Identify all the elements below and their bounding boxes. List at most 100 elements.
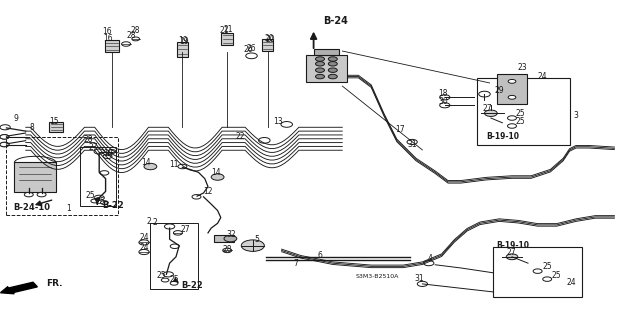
Text: 10: 10 <box>102 149 113 158</box>
Text: 6: 6 <box>317 251 323 260</box>
Circle shape <box>328 62 337 66</box>
Text: 15: 15 <box>49 117 60 126</box>
Circle shape <box>417 281 428 286</box>
Bar <box>477 78 570 145</box>
Text: 22: 22 <box>236 132 244 141</box>
Text: 27: 27 <box>180 225 190 234</box>
Bar <box>214 235 234 242</box>
Circle shape <box>108 150 116 153</box>
Bar <box>493 247 582 297</box>
Text: 8: 8 <box>29 123 35 132</box>
Circle shape <box>178 164 187 169</box>
Text: 25: 25 <box>157 271 166 280</box>
Circle shape <box>37 192 46 197</box>
Circle shape <box>508 79 516 83</box>
Text: 14: 14 <box>141 158 151 167</box>
Text: 24: 24 <box>140 233 149 242</box>
Text: 18: 18 <box>438 89 448 98</box>
Text: B-24-10: B-24-10 <box>13 203 50 212</box>
Bar <box>49 122 63 132</box>
Bar <box>6 137 118 215</box>
Text: 25: 25 <box>96 197 106 206</box>
Text: 25: 25 <box>516 109 525 118</box>
Circle shape <box>0 142 9 147</box>
Circle shape <box>192 195 201 199</box>
Circle shape <box>0 135 9 139</box>
Text: 27: 27 <box>88 143 98 152</box>
Text: 26: 26 <box>243 45 253 54</box>
Text: 2: 2 <box>152 218 157 227</box>
Circle shape <box>170 281 178 285</box>
Text: 27: 27 <box>483 104 492 113</box>
Text: 24: 24 <box>566 278 576 286</box>
Text: 30: 30 <box>438 97 448 106</box>
Text: 27: 27 <box>507 248 516 256</box>
Circle shape <box>328 74 337 79</box>
Circle shape <box>440 103 450 108</box>
Circle shape <box>100 171 109 175</box>
Text: 20: 20 <box>265 33 275 42</box>
Text: FR.: FR. <box>46 279 63 288</box>
Circle shape <box>328 68 337 72</box>
Circle shape <box>328 57 337 61</box>
Circle shape <box>0 125 10 130</box>
Text: 26: 26 <box>246 44 256 53</box>
Circle shape <box>0 135 9 139</box>
Circle shape <box>316 57 324 61</box>
Text: 25: 25 <box>552 271 561 279</box>
Text: 25: 25 <box>170 275 179 284</box>
FancyArrow shape <box>1 282 37 294</box>
Circle shape <box>281 122 292 127</box>
Circle shape <box>241 240 264 251</box>
Text: 28: 28 <box>83 135 93 144</box>
Text: S3M3-B2510A: S3M3-B2510A <box>356 274 399 279</box>
Circle shape <box>100 201 108 204</box>
Circle shape <box>508 124 516 128</box>
Text: 21: 21 <box>223 25 233 34</box>
Circle shape <box>316 74 324 79</box>
Text: 28: 28 <box>223 245 232 254</box>
Circle shape <box>424 261 434 266</box>
Text: 9: 9 <box>13 114 19 123</box>
Circle shape <box>508 95 516 99</box>
Text: 14: 14 <box>211 168 221 177</box>
Bar <box>150 223 198 289</box>
Circle shape <box>139 249 149 255</box>
Text: B-19-10: B-19-10 <box>486 132 520 141</box>
Text: 16: 16 <box>102 27 112 36</box>
Text: 11: 11 <box>170 160 179 169</box>
Circle shape <box>132 37 140 41</box>
Circle shape <box>479 91 490 97</box>
Circle shape <box>440 95 450 100</box>
Text: B-22: B-22 <box>181 281 203 290</box>
Text: 28: 28 <box>127 31 136 40</box>
Circle shape <box>543 277 552 281</box>
Text: 19: 19 <box>178 36 188 45</box>
Circle shape <box>484 110 497 116</box>
Text: 13: 13 <box>273 117 284 126</box>
Text: 5: 5 <box>255 235 260 244</box>
Circle shape <box>161 278 169 282</box>
Text: 17: 17 <box>396 125 405 134</box>
Bar <box>314 49 339 55</box>
Circle shape <box>170 244 179 249</box>
Bar <box>105 40 119 52</box>
Text: 7: 7 <box>293 259 298 268</box>
Bar <box>221 33 233 45</box>
Bar <box>306 55 347 82</box>
Circle shape <box>508 116 516 120</box>
Circle shape <box>407 139 417 145</box>
Text: 24: 24 <box>140 243 149 252</box>
Text: 31: 31 <box>415 274 424 283</box>
Circle shape <box>224 235 237 242</box>
Bar <box>262 39 273 51</box>
Circle shape <box>506 254 518 260</box>
Text: B-22: B-22 <box>102 201 124 210</box>
Circle shape <box>139 240 149 245</box>
Bar <box>177 42 188 57</box>
Circle shape <box>533 269 542 273</box>
Circle shape <box>259 137 270 143</box>
Text: B-24: B-24 <box>323 16 348 26</box>
Text: 20: 20 <box>265 35 275 44</box>
Text: 19: 19 <box>179 37 189 46</box>
